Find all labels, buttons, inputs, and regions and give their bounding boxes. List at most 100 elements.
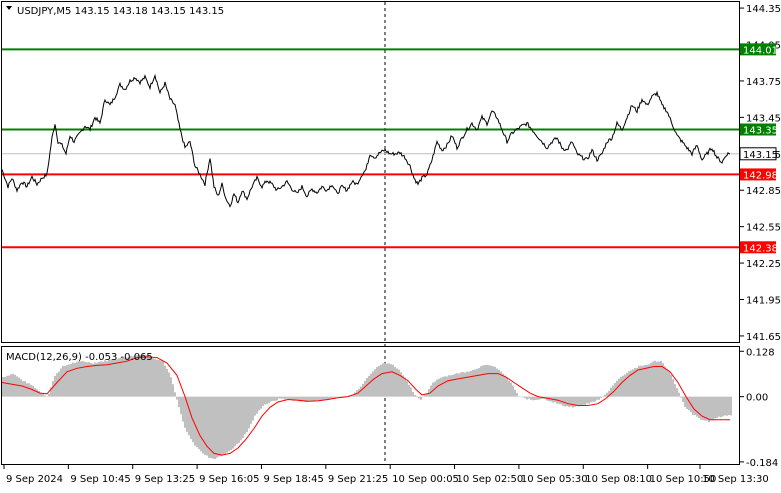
- macd-bar: [166, 369, 168, 397]
- macd-bar: [78, 361, 80, 396]
- macd-bar: [706, 397, 708, 421]
- macd-bar: [162, 361, 164, 396]
- macd-bar: [490, 366, 492, 397]
- macd-bar: [266, 397, 268, 404]
- price-pane-frame: [2, 2, 740, 343]
- macd-bar: [56, 373, 58, 396]
- price-series-line: [2, 76, 730, 207]
- macd-bar: [678, 393, 680, 397]
- macd-bar: [276, 397, 278, 401]
- macd-bar: [618, 379, 620, 397]
- macd-bar: [150, 358, 152, 397]
- macd-bar: [416, 397, 418, 398]
- macd-bar: [452, 375, 454, 397]
- macd-bar: [578, 397, 580, 407]
- macd-bar: [218, 397, 220, 457]
- macd-bar: [106, 361, 108, 396]
- macd-bar: [282, 397, 284, 399]
- macd-bar: [650, 363, 652, 397]
- macd-bar: [420, 397, 422, 400]
- macd-bar: [444, 376, 446, 396]
- chevron-down-icon[interactable]: [6, 6, 12, 10]
- macd-bar: [604, 395, 606, 397]
- macd-bar: [406, 381, 408, 397]
- macd-bar: [174, 392, 176, 396]
- macd-bar: [274, 397, 276, 401]
- macd-bar: [164, 366, 166, 397]
- macd-bar: [410, 387, 412, 396]
- time-tick-label: 9 Sep 16:05: [199, 474, 259, 485]
- macd-bar: [398, 370, 400, 397]
- macd-bar: [418, 397, 420, 399]
- macd-bar: [370, 374, 372, 397]
- macd-bar: [44, 395, 46, 396]
- macd-bar: [422, 397, 424, 398]
- macd-bar: [590, 397, 592, 403]
- macd-bar: [526, 397, 528, 400]
- macd-bar: [278, 397, 280, 399]
- macd-bar: [380, 365, 382, 397]
- macd-bar: [474, 370, 476, 397]
- macd-bar: [114, 360, 116, 397]
- macd-bar: [728, 397, 730, 415]
- macd-bar: [236, 397, 238, 444]
- macd-bar: [220, 397, 222, 457]
- macd-bar: [464, 373, 466, 397]
- macd-bar: [64, 366, 66, 397]
- macd-bar: [456, 373, 458, 397]
- macd-bar: [286, 397, 288, 399]
- macd-bar: [638, 366, 640, 397]
- macd-bar: [70, 364, 72, 397]
- time-tick-label: 9 Sep 21:25: [328, 474, 388, 485]
- macd-bar: [284, 397, 286, 400]
- macd-bar: [374, 369, 376, 396]
- macd-bar: [402, 375, 404, 396]
- macd-bar: [32, 386, 34, 397]
- macd-bar: [90, 363, 92, 397]
- macd-bar: [644, 365, 646, 397]
- macd-bar: [200, 397, 202, 452]
- macd-bar: [320, 397, 322, 401]
- price-tick-label: 141.95: [746, 296, 781, 307]
- macd-bar: [198, 397, 200, 450]
- macd-bar: [12, 374, 14, 397]
- macd-bar: [260, 397, 262, 409]
- macd-bar: [504, 376, 506, 397]
- macd-bar: [256, 397, 258, 414]
- macd-bar: [364, 381, 366, 397]
- macd-bar: [682, 397, 684, 402]
- macd-bar: [662, 363, 664, 396]
- macd-bar: [38, 391, 40, 397]
- macd-bar: [242, 397, 244, 438]
- macd-bar: [214, 397, 216, 459]
- macd-bar: [388, 363, 390, 396]
- macd-bar: [210, 397, 212, 458]
- price-tick-label: 142.55: [746, 223, 781, 234]
- macd-bar: [170, 377, 172, 396]
- macd-bar: [154, 359, 156, 397]
- macd-bar: [488, 365, 490, 396]
- macd-bar: [176, 397, 178, 400]
- macd-bar: [484, 365, 486, 397]
- macd-bar: [372, 371, 374, 396]
- macd-bar: [716, 397, 718, 418]
- macd-bar: [668, 372, 670, 397]
- macd-bar: [272, 397, 274, 401]
- macd-bar: [88, 362, 90, 397]
- macd-tick-label: 0.128: [746, 347, 775, 358]
- macd-bar: [720, 397, 722, 418]
- macd-bar: [14, 375, 16, 397]
- macd-bar: [178, 397, 180, 408]
- macd-bar: [502, 374, 504, 397]
- macd-bar: [606, 393, 608, 397]
- macd-bar: [528, 397, 530, 399]
- macd-bar: [194, 397, 196, 446]
- macd-bar: [30, 385, 32, 397]
- macd-bar: [222, 397, 224, 455]
- macd-bar: [424, 395, 426, 397]
- macd-bar: [76, 362, 78, 397]
- macd-bar: [626, 373, 628, 397]
- macd-bar: [172, 384, 174, 396]
- macd-bar: [708, 397, 710, 422]
- macd-bar: [376, 367, 378, 397]
